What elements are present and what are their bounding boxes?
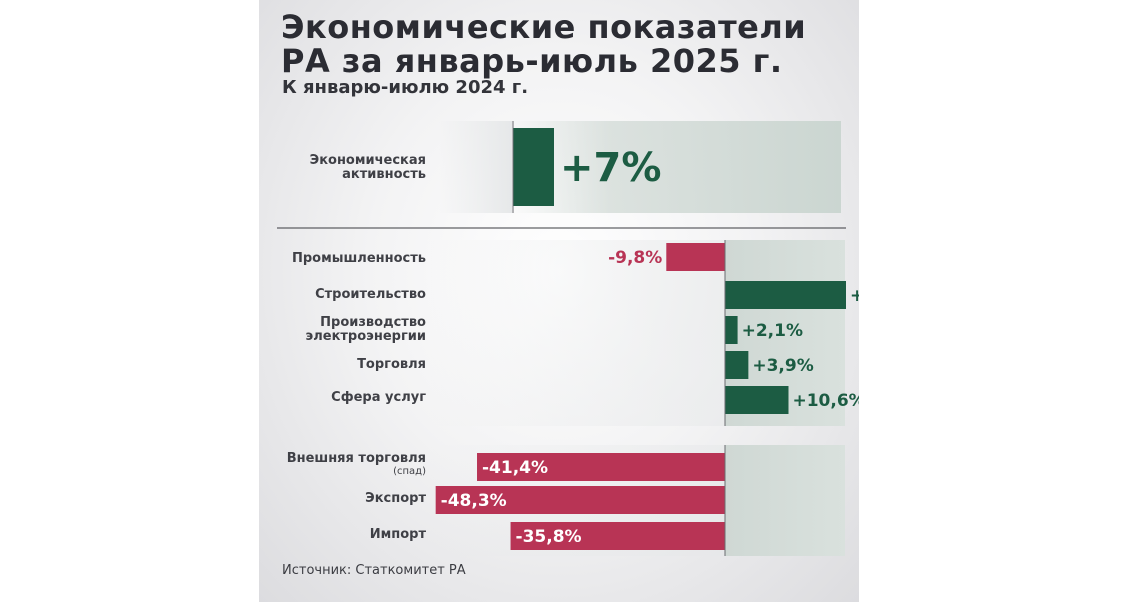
value-label: +3,9% — [752, 356, 813, 376]
source-note: Источник: Статкомитет РА — [282, 563, 466, 578]
bar-trade — [435, 486, 725, 514]
bar-trade — [510, 522, 725, 550]
panel-top-fade — [439, 121, 512, 213]
category-label: Строительство — [315, 287, 426, 302]
chart-canvas: Экономическая активность +7% Промышленность… — [277, 121, 859, 556]
bar-sector — [725, 281, 846, 309]
chart-title: Экономические показатели РА за январь-ию… — [281, 8, 807, 80]
infographic-card: Экономические показатели РА за январь-ию… — [259, 0, 859, 602]
bar-sector — [725, 316, 738, 344]
panel-trade-right — [725, 445, 845, 556]
value-label: -48,3% — [441, 491, 507, 511]
category-note: (спад) — [393, 466, 426, 477]
category-label: Импорт — [370, 527, 427, 542]
bar-sector — [725, 351, 749, 379]
category-label: Промышленность — [292, 251, 426, 266]
category-label: Экспорт — [365, 491, 426, 506]
category-label: Торговля — [357, 357, 426, 372]
value-label: -9,8% — [608, 248, 662, 268]
chart-subtitle: К январю-июлю 2024 г. — [282, 77, 529, 98]
bar-trade — [477, 453, 725, 481]
category-label: Сфера услуг — [331, 390, 426, 405]
value-label: +2,1% — [742, 321, 803, 341]
value-label: +7% — [560, 145, 661, 191]
bar-sector — [666, 243, 725, 271]
category-label: Внешняя торговля — [287, 451, 426, 466]
value-label: +10,6% — [792, 391, 859, 411]
category-label: Экономическая активность — [310, 153, 426, 182]
value-label: -35,8% — [516, 527, 582, 547]
panel-top — [512, 121, 841, 213]
category-label: Производство электроэнергии — [306, 315, 427, 344]
value-label: +20,2% — [850, 286, 859, 306]
bar-sector — [725, 386, 789, 414]
value-label: -41,4% — [482, 458, 548, 478]
bar-economic-activity — [513, 128, 554, 206]
